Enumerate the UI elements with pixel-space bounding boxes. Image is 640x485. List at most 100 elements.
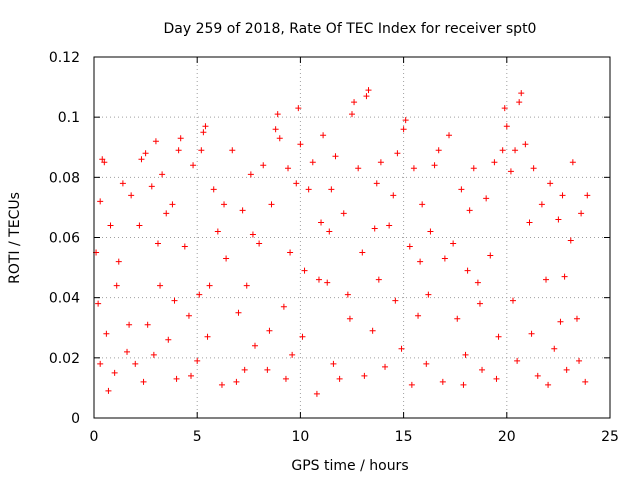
data-point <box>204 333 211 340</box>
data-point <box>359 249 366 256</box>
data-point <box>150 351 157 358</box>
data-point <box>328 186 335 193</box>
data-point <box>274 111 281 118</box>
data-point <box>124 348 131 355</box>
data-point <box>214 228 221 235</box>
data-point <box>206 282 213 289</box>
data-point <box>185 312 192 319</box>
data-point <box>152 138 159 145</box>
data-point <box>435 147 442 154</box>
data-point <box>309 159 316 166</box>
data-point <box>305 186 312 193</box>
data-point <box>534 372 541 379</box>
data-point <box>470 165 477 172</box>
data-point <box>280 303 287 310</box>
data-point <box>241 366 248 373</box>
data-point <box>188 372 195 379</box>
grid-lines <box>94 57 610 418</box>
data-point <box>243 282 250 289</box>
data-point <box>282 375 289 382</box>
data-point <box>293 180 300 187</box>
data-point <box>501 105 508 112</box>
data-point <box>538 201 545 208</box>
data-point <box>483 195 490 202</box>
data-point <box>97 360 104 367</box>
data-point <box>175 147 182 154</box>
data-point <box>165 336 172 343</box>
data-point <box>355 165 362 172</box>
data-point <box>144 321 151 328</box>
data-point <box>200 129 207 136</box>
data-point <box>561 273 568 280</box>
data-point <box>557 318 564 325</box>
data-point <box>514 357 521 364</box>
data-point <box>332 153 339 160</box>
data-point <box>301 267 308 274</box>
data-point <box>369 327 376 334</box>
data-point <box>423 360 430 367</box>
data-point <box>313 390 320 397</box>
data-point <box>446 132 453 139</box>
data-point <box>547 180 554 187</box>
data-point <box>169 201 176 208</box>
data-point <box>377 159 384 166</box>
data-point <box>138 156 145 163</box>
data-point <box>431 162 438 169</box>
data-point <box>113 282 120 289</box>
data-point <box>439 378 446 385</box>
data-point <box>415 312 422 319</box>
data-point <box>289 351 296 358</box>
data-point <box>398 345 405 352</box>
data-point <box>340 210 347 217</box>
data-point <box>476 300 483 307</box>
data-point <box>128 192 135 199</box>
data-point <box>573 315 580 322</box>
data-point <box>235 309 242 316</box>
data-point <box>295 105 302 112</box>
data-point <box>351 99 358 106</box>
data-point <box>95 300 102 307</box>
data-point <box>394 150 401 157</box>
data-point <box>272 126 279 133</box>
data-point <box>507 168 514 175</box>
data-point <box>491 159 498 166</box>
data-point <box>454 315 461 322</box>
data-point <box>105 387 112 394</box>
data-point <box>417 258 424 265</box>
data-point <box>402 117 409 124</box>
data-point <box>119 180 126 187</box>
data-point <box>126 321 133 328</box>
y-tick-label: 0.08 <box>49 170 80 186</box>
data-point <box>425 291 432 298</box>
data-point <box>142 150 149 157</box>
data-point <box>260 162 267 169</box>
data-point <box>276 135 283 142</box>
data-point <box>503 123 510 130</box>
data-point <box>315 276 322 283</box>
data-point <box>177 135 184 142</box>
data-point <box>545 381 552 388</box>
data-point <box>154 240 161 247</box>
data-point <box>528 330 535 337</box>
data-point <box>427 228 434 235</box>
data-point <box>419 201 426 208</box>
y-tick-label: 0 <box>71 411 80 427</box>
data-point <box>460 381 467 388</box>
data-point <box>221 201 228 208</box>
data-point <box>249 231 256 238</box>
y-tick-label: 0.1 <box>58 110 80 126</box>
data-point <box>247 171 254 178</box>
data-point <box>190 162 197 169</box>
data-point <box>268 201 275 208</box>
data-points <box>93 87 591 397</box>
data-point <box>349 111 355 118</box>
data-point <box>458 186 465 193</box>
x-tick-label: 15 <box>395 429 413 445</box>
data-point <box>264 366 271 373</box>
y-tick-label: 0.04 <box>49 291 80 307</box>
data-point <box>392 297 399 304</box>
data-point <box>196 291 203 298</box>
data-point <box>266 327 273 334</box>
data-point <box>512 147 519 154</box>
data-point <box>371 225 378 232</box>
